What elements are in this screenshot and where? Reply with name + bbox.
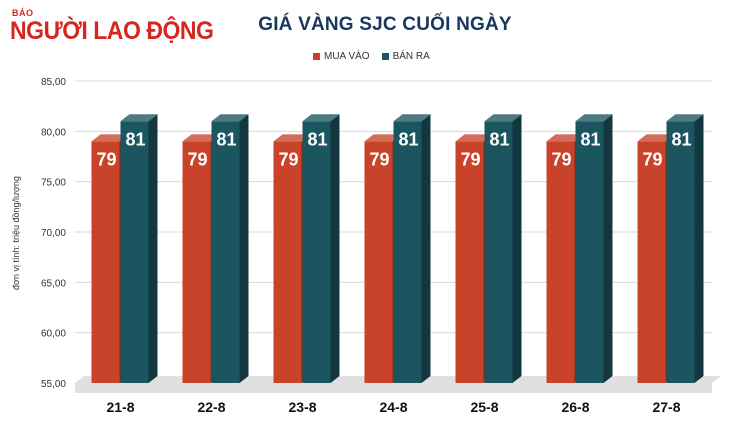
x-tick-label: 26-8 (561, 399, 589, 415)
legend-item-ban-ra: BÁN RA (381, 50, 430, 62)
chart-title: GIÁ VÀNG SJC CUỐI NGÀY (258, 14, 512, 35)
bar (273, 141, 302, 383)
bar-top (182, 134, 220, 142)
data-label: 79 (551, 149, 571, 169)
bar-top (455, 134, 493, 142)
chart-legend: MUA VÀO BÁN RA (313, 49, 442, 63)
y-tick-label: 60,00 (41, 329, 66, 340)
data-label: 81 (125, 129, 145, 149)
bar (91, 141, 120, 383)
x-tick-label: 22-8 (197, 399, 225, 415)
data-label: 79 (460, 149, 480, 169)
bar-side (148, 114, 158, 384)
bar-top (91, 134, 129, 142)
x-tick-label: 23-8 (288, 399, 316, 415)
bar (575, 121, 604, 384)
bar (182, 141, 211, 383)
bar (666, 121, 695, 384)
legend-swatch-ban-ra (381, 52, 389, 60)
bar-top (120, 114, 158, 122)
bar (637, 141, 666, 383)
y-tick-label: 55,00 (41, 379, 66, 390)
bar-top (575, 114, 613, 122)
bar-top (364, 134, 402, 142)
data-label: 81 (489, 129, 509, 149)
bar (393, 121, 422, 384)
logo-main-text: NGƯỜI LAO ĐỘNG (10, 17, 214, 45)
data-label: 81 (216, 129, 236, 149)
legend-swatch-mua-vao (313, 52, 320, 60)
data-label: 79 (369, 149, 389, 169)
data-label: 81 (671, 129, 691, 149)
data-label: 79 (187, 149, 207, 169)
data-label: 81 (398, 129, 418, 149)
legend-label-ban-ra: BÁN RA (392, 50, 430, 62)
brand-logo: BÁO NGƯỜI LAO ĐỘNG (10, 8, 214, 50)
y-tick-label: 70,00 (41, 228, 66, 239)
y-tick-label: 65,00 (41, 278, 66, 289)
data-label: 79 (278, 149, 298, 169)
y-tick-label: 80,00 (41, 127, 66, 138)
x-tick-label: 21-8 (106, 399, 134, 415)
bar (211, 121, 240, 384)
x-tick-label: 25-8 (470, 399, 498, 415)
bar (484, 121, 513, 384)
y-tick-label: 75,00 (41, 178, 66, 189)
data-label: 79 (642, 149, 662, 169)
bar-top (666, 114, 704, 122)
bar (546, 141, 575, 383)
x-tick-label: 24-8 (379, 399, 407, 415)
bar-top (302, 114, 340, 122)
bar-top (211, 114, 249, 122)
bar-top (637, 134, 675, 142)
y-tick-label: 85,00 (41, 77, 66, 88)
bar-top (484, 114, 522, 122)
bar-top (273, 134, 311, 142)
bar (120, 121, 149, 384)
bar-top (393, 114, 431, 122)
data-label: 81 (580, 129, 600, 149)
bar-side (239, 114, 249, 384)
data-label: 79 (96, 149, 116, 169)
x-tick-label: 27-8 (652, 399, 680, 415)
legend-label-mua-vao: MUA VÀO (324, 50, 370, 62)
bar-side (330, 114, 340, 384)
bar (302, 121, 331, 384)
bar (455, 141, 484, 383)
bar-side (421, 114, 431, 384)
bar (364, 141, 393, 383)
bar-side (694, 114, 704, 384)
bar-side (603, 114, 613, 384)
bar-top (546, 134, 584, 142)
legend-item-mua-vao: MUA VÀO (313, 51, 370, 62)
logo-small-text: BÁO (12, 8, 34, 18)
data-label: 81 (307, 129, 327, 149)
bar-side (512, 114, 522, 384)
